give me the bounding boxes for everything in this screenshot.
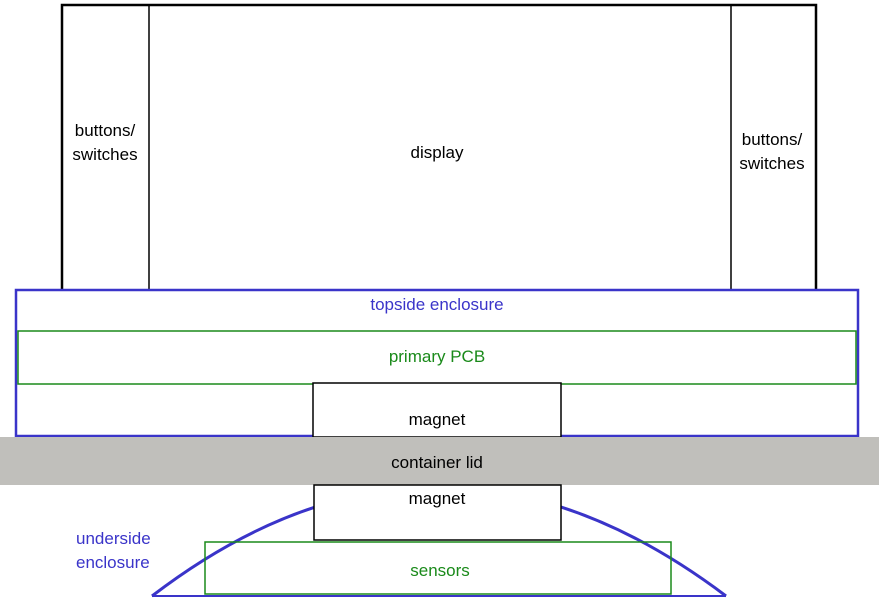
underside-enclosure-label-line2: enclosure [76, 553, 150, 572]
right-buttons-label-line1: buttons/ [742, 130, 803, 149]
right-buttons-label-line2: switches [739, 154, 804, 173]
left-buttons-label-line1: buttons/ [75, 121, 136, 140]
underside-enclosure: magnet sensors underside enclosure [76, 484, 727, 598]
magnet-top-label: magnet [409, 410, 466, 429]
display-housing-outline [60, 3, 818, 290]
topside-enclosure: topside enclosure primary PCB magnet [14, 288, 860, 438]
sensors-label: sensors [410, 561, 470, 580]
container-lid: container lid [0, 437, 879, 485]
magnet-bottom-label: magnet [409, 489, 466, 508]
container-lid-band [0, 437, 879, 485]
magnet-bottom [313, 484, 562, 541]
sensors [204, 541, 672, 595]
container-lid-label: container lid [391, 453, 483, 472]
topside-enclosure-label: topside enclosure [370, 295, 503, 314]
display-label: display [411, 143, 464, 162]
underside-enclosure-label-line1: underside [76, 529, 151, 548]
display-unit: display buttons/ switches buttons/ switc… [60, 3, 818, 290]
left-buttons-label-line2: switches [72, 145, 137, 164]
magnet-top [312, 382, 562, 438]
primary-pcb-label: primary PCB [389, 347, 485, 366]
